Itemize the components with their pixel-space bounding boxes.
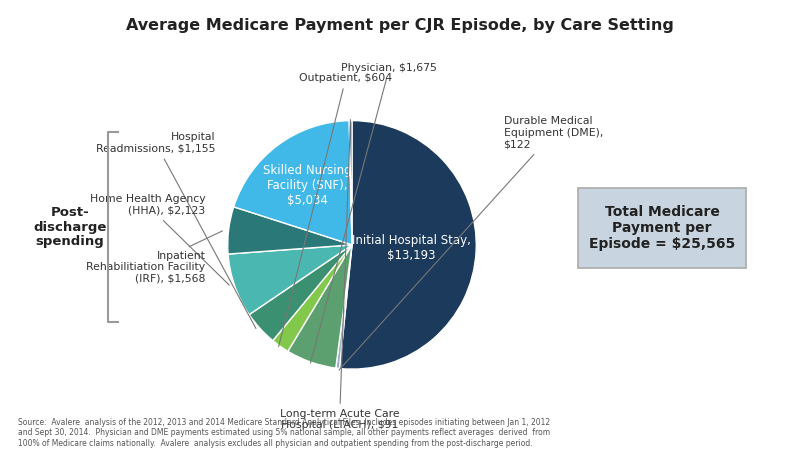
Wedge shape: [336, 245, 352, 369]
Text: Inpatient
Rehabilitiation Facility
(IRF), $1,568: Inpatient Rehabilitiation Facility (IRF)…: [86, 231, 222, 284]
Wedge shape: [288, 245, 352, 368]
Wedge shape: [228, 207, 352, 254]
FancyBboxPatch shape: [578, 188, 746, 268]
Wedge shape: [234, 121, 352, 245]
Text: Long-term Acute Care
Hospital (LTACH), $91: Long-term Acute Care Hospital (LTACH), $…: [280, 120, 399, 431]
Text: Total Medicare
Payment per
Episode = $25,565: Total Medicare Payment per Episode = $25…: [589, 205, 735, 251]
Wedge shape: [249, 245, 352, 340]
Text: Initial Hospital Stay,
$13,193: Initial Hospital Stay, $13,193: [352, 234, 471, 262]
Wedge shape: [339, 121, 476, 369]
Text: Post-
discharge
spending: Post- discharge spending: [34, 206, 106, 249]
Wedge shape: [273, 245, 352, 351]
Text: Source:  Avalere  analysis of the 2012, 2013 and 2014 Medicare Standard Analytic: Source: Avalere analysis of the 2012, 20…: [18, 418, 550, 448]
Text: Outpatient, $604: Outpatient, $604: [278, 73, 392, 346]
Wedge shape: [350, 121, 352, 245]
Text: Skilled Nursing
Facility (SNF),
$5,034: Skilled Nursing Facility (SNF), $5,034: [263, 164, 352, 207]
Text: Physician, $1,675: Physician, $1,675: [310, 63, 438, 363]
Text: Hospital
Readmissions, $1,155: Hospital Readmissions, $1,155: [96, 132, 256, 328]
Wedge shape: [228, 245, 352, 315]
Text: Durable Medical
Equipment (DME),
$122: Durable Medical Equipment (DME), $122: [339, 116, 603, 370]
Text: Home Health Agency
(HHA), $2,123: Home Health Agency (HHA), $2,123: [90, 195, 229, 285]
Text: Average Medicare Payment per CJR Episode, by Care Setting: Average Medicare Payment per CJR Episode…: [126, 18, 674, 33]
